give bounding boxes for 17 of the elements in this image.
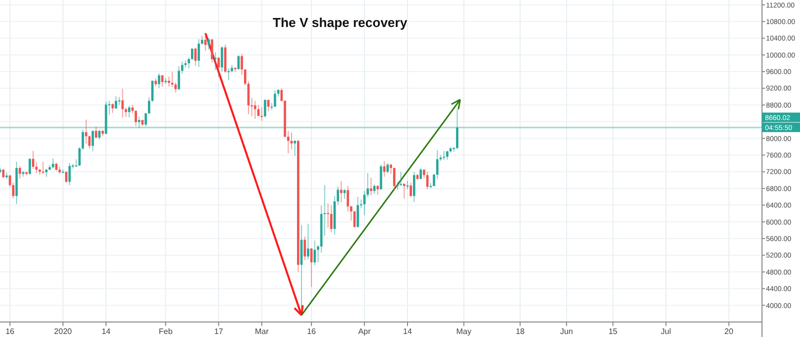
text: The V shape recovery [272, 15, 408, 30]
x-tick-label: 2020 [54, 327, 72, 336]
x-tick-label: 16 [5, 327, 15, 336]
x-tick-label: 14 [403, 327, 412, 336]
candlestick [75, 158, 78, 167]
x-tick-label: 17 [214, 327, 224, 336]
x-tick-label: 16 [306, 327, 316, 336]
x-tick-label: Jun [560, 327, 573, 336]
x-tick-label: Apr [358, 327, 371, 336]
x-tick-label: Mar [254, 327, 269, 336]
x-tick-label: Feb [158, 327, 174, 336]
x-tick-label: 14 [102, 327, 112, 336]
x-tick-label: May [456, 327, 472, 336]
x-tick-label: Jul [660, 327, 672, 336]
x-tick-label: 20 [724, 327, 734, 336]
x-tick-label: 18 [516, 327, 526, 336]
x-tick-label: 15 [608, 327, 618, 336]
